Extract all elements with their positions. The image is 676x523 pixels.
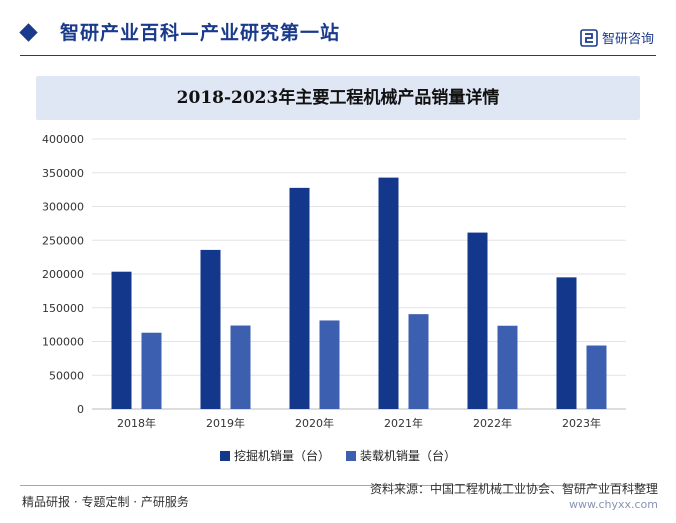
- y-tick-label: 100000: [42, 336, 84, 349]
- y-tick-label: 400000: [42, 133, 84, 146]
- legend-item: 装载机销量（台）: [346, 447, 456, 464]
- bar-loader: [230, 325, 251, 409]
- footer-tagline: 精品研报 · 专题定制 · 产研服务: [22, 495, 189, 509]
- bar-loader: [586, 345, 607, 409]
- y-tick-label: 50000: [49, 369, 84, 382]
- y-tick-label: 250000: [42, 234, 84, 247]
- bar-excavator: [200, 249, 221, 409]
- y-tick-label: 150000: [42, 302, 84, 315]
- chart-title-band: 2018-2023年主要工程机械产品销量详情: [36, 76, 640, 120]
- legend-swatch: [346, 450, 356, 461]
- footer-source: 资料来源：中国工程机械工业协会、智研产业百科整理: [369, 482, 658, 496]
- bar-loader: [141, 332, 162, 409]
- x-tick-label: 2018年: [117, 416, 156, 430]
- brand-logo-icon: [580, 28, 598, 47]
- brand-name: 智研咨询: [601, 32, 654, 47]
- bar-excavator: [378, 177, 399, 409]
- chart-title: 2018-2023年主要工程机械产品销量详情: [176, 88, 500, 108]
- chart-legend: 挖掘机销量（台） 装载机销量（台）: [0, 447, 676, 464]
- bar-excavator: [556, 277, 577, 409]
- brand: 智研咨询: [580, 28, 654, 47]
- x-tick-label: 2021年: [384, 416, 423, 430]
- x-tick-label: 2023年: [562, 416, 601, 430]
- header-divider: [20, 55, 656, 56]
- x-tick-label: 2020年: [295, 416, 334, 430]
- bar-loader: [319, 320, 340, 409]
- legend-item: 挖掘机销量（台）: [219, 447, 330, 464]
- bar-excavator: [467, 232, 488, 409]
- legend-swatch: [219, 450, 230, 461]
- bar-loader: [408, 314, 429, 409]
- y-tick-label: 300000: [42, 201, 84, 214]
- bar-excavator: [289, 187, 310, 409]
- x-tick-label: 2019年: [206, 416, 245, 430]
- site-title: 智研产业百科—产业研究第一站: [60, 22, 341, 44]
- footer-url: www.chyxx.com: [568, 498, 658, 511]
- legend-label: 装载机销量（台）: [360, 449, 457, 463]
- bar-excavator: [111, 271, 132, 409]
- y-tick-label: 0: [77, 403, 84, 416]
- x-tick-label: 2022年: [473, 416, 512, 430]
- legend-label: 挖掘机销量（台）: [233, 449, 330, 463]
- y-tick-label: 350000: [42, 167, 84, 180]
- footer-divider: [20, 485, 656, 486]
- y-tick-label: 200000: [42, 268, 84, 281]
- header: 智研产业百科—产业研究第一站 智研咨询: [0, 0, 676, 62]
- bar-loader: [497, 325, 518, 409]
